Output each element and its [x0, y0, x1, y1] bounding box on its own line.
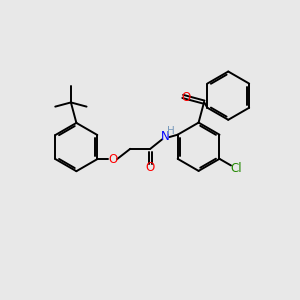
Text: O: O [146, 160, 155, 174]
Text: O: O [182, 91, 191, 104]
Text: O: O [108, 153, 117, 166]
Text: N: N [161, 130, 170, 143]
Text: H: H [167, 126, 175, 136]
Text: Cl: Cl [230, 162, 242, 175]
